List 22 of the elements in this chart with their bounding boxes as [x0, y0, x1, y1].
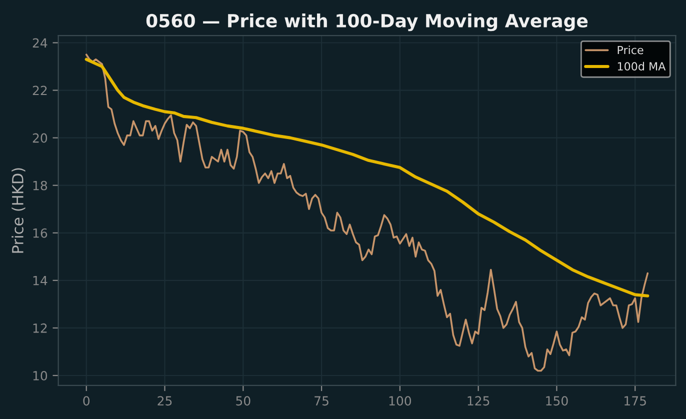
y-axis-title: Price (HKD) — [12, 168, 26, 253]
y-tick-label: 18 — [33, 180, 48, 190]
line-series — [85, 54, 649, 372]
x-tick-label: 150 — [546, 396, 568, 406]
line-series — [84, 58, 650, 298]
y-tick-label: 16 — [33, 228, 48, 238]
y-tick-label: 22 — [32, 86, 47, 96]
x-tick-label: 125 — [468, 396, 490, 406]
x-tick-label: 100 — [389, 396, 412, 406]
x-tick-label: 25 — [158, 396, 172, 406]
x-tick-label: 50 — [236, 396, 250, 406]
y-tick-label: 10 — [33, 370, 48, 380]
y-tick-label: 12 — [33, 323, 47, 333]
legend-label: 100d MA — [618, 62, 666, 71]
x-tick-label: 175 — [624, 396, 646, 406]
y-tick-label: 14 — [33, 276, 48, 286]
x-tick-label: 0 — [83, 396, 90, 406]
y-tick-label: 24 — [32, 38, 48, 48]
x-tick-label: 75 — [314, 396, 328, 406]
chart-title: 0560 — Price with 100-Day Moving Average — [146, 14, 588, 32]
y-tick-label: 20 — [32, 133, 48, 143]
legend-label: Price — [618, 46, 644, 54]
